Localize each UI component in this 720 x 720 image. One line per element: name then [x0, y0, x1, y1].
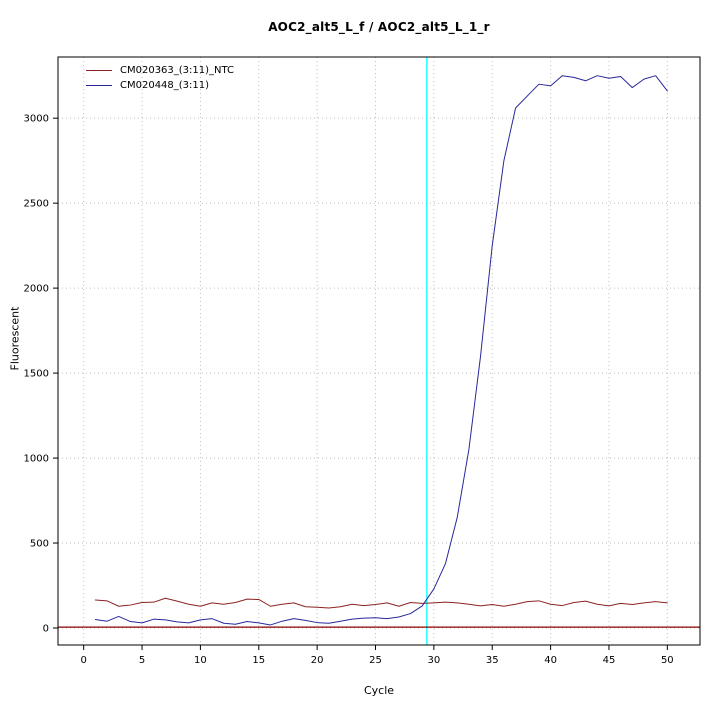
svg-text:500: 500 — [30, 539, 49, 550]
svg-text:3000: 3000 — [24, 114, 49, 125]
svg-text:1000: 1000 — [24, 454, 49, 465]
svg-text:50: 50 — [661, 655, 674, 666]
svg-text:2500: 2500 — [24, 199, 49, 210]
legend-item-sample: CM020448_(3:11) — [86, 78, 234, 93]
svg-text:0: 0 — [80, 655, 86, 666]
svg-text:30: 30 — [427, 655, 440, 666]
svg-text:25: 25 — [369, 655, 382, 666]
svg-text:35: 35 — [486, 655, 499, 666]
legend-line-ntc — [86, 70, 112, 71]
legend-line-sample — [86, 85, 112, 86]
svg-text:2000: 2000 — [24, 284, 49, 295]
svg-text:0: 0 — [43, 624, 49, 635]
chart-legend: CM020363_(3:11)_NTC CM020448_(3:11) — [86, 63, 234, 93]
legend-item-ntc: CM020363_(3:11)_NTC — [86, 63, 234, 78]
svg-text:1500: 1500 — [24, 369, 49, 380]
svg-text:15: 15 — [252, 655, 265, 666]
svg-text:10: 10 — [194, 655, 207, 666]
legend-label-ntc: CM020363_(3:11)_NTC — [120, 65, 235, 76]
svg-text:40: 40 — [544, 655, 557, 666]
svg-text:5: 5 — [139, 655, 145, 666]
svg-text:20: 20 — [311, 655, 324, 666]
y-axis-label: Fluorescent — [8, 306, 22, 371]
svg-text:45: 45 — [603, 655, 616, 666]
legend-label-sample: CM020448_(3:11) — [120, 80, 210, 91]
x-axis-label: Cycle — [363, 684, 395, 697]
chart-title: AOC2_alt5_L_f / AOC2_alt5_L_1_r — [268, 20, 490, 34]
